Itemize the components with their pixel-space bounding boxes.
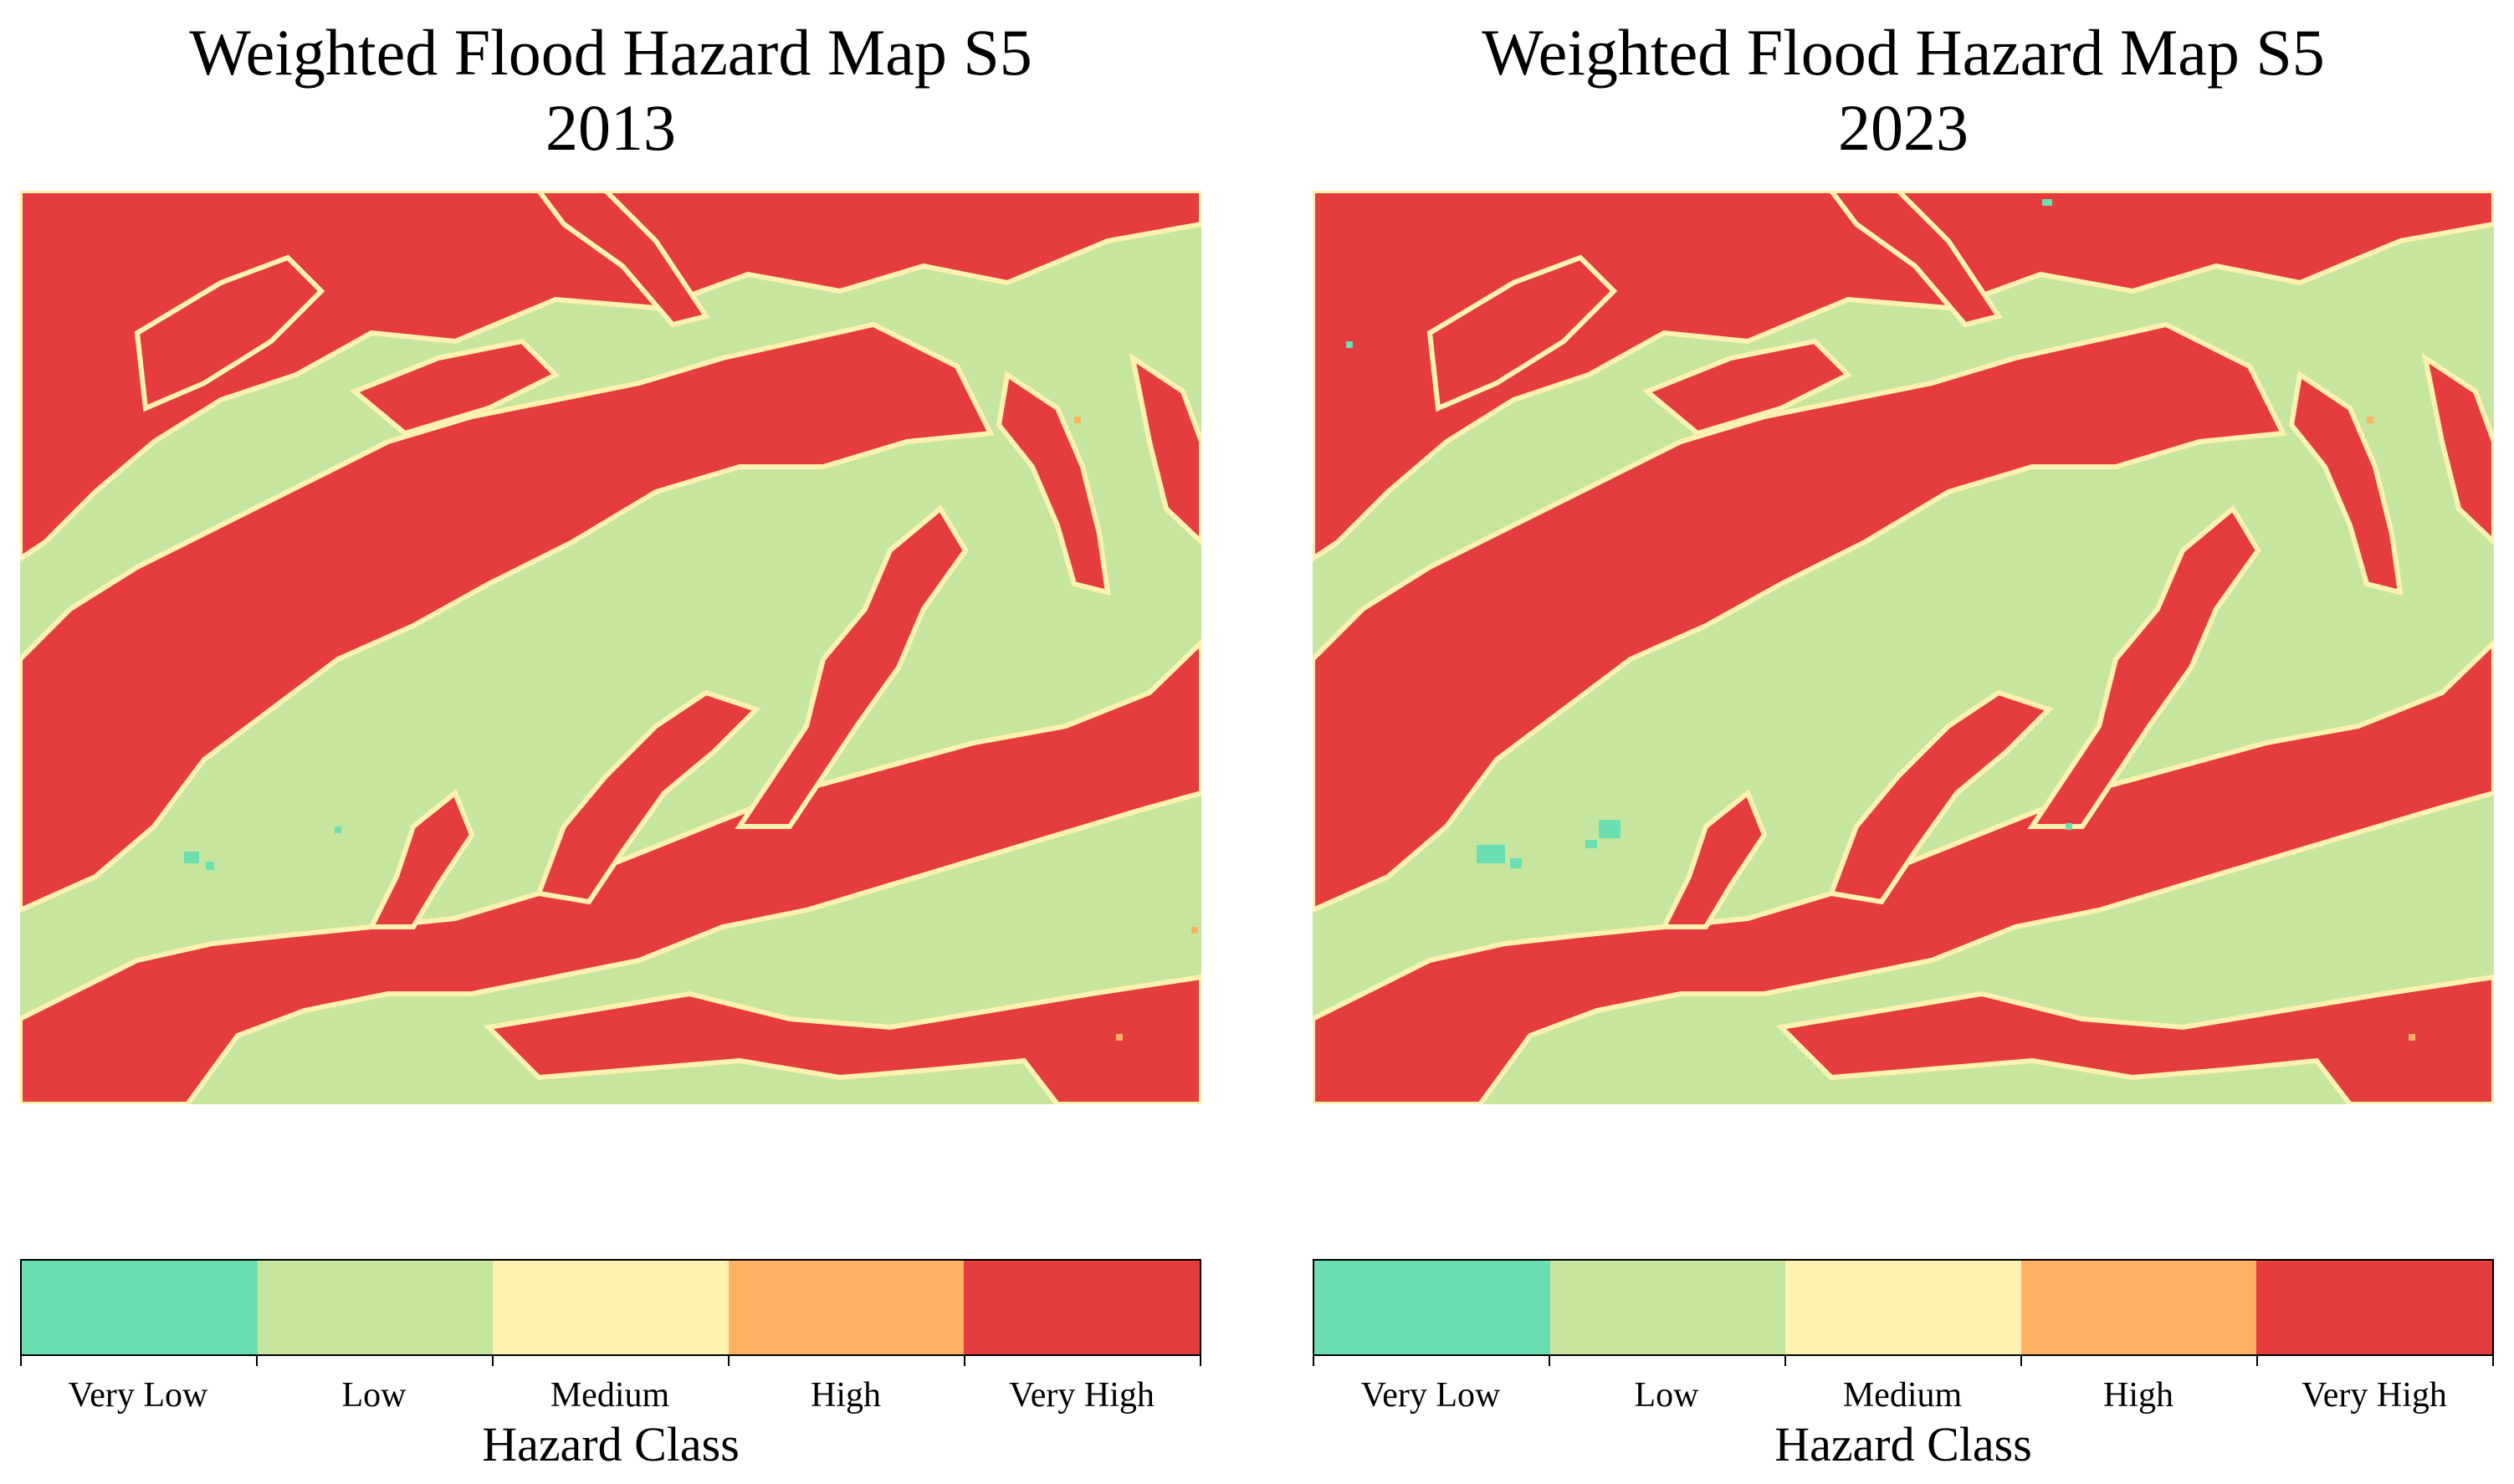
legend-title: Hazard Class: [1774, 1417, 2032, 1471]
hazard-map: [1313, 191, 2494, 1104]
colorbar: [1313, 1259, 2494, 1356]
class-label-very-low: Very Low: [1360, 1376, 1501, 1415]
map-panel-2023: Weighted Flood Hazard Map S5 2023: [1293, 0, 2514, 1484]
swatch-high: [728, 1261, 965, 1354]
tick: [1200, 1356, 1201, 1366]
swatch-low: [1549, 1261, 1786, 1354]
tick: [1784, 1356, 1786, 1366]
class-label-high: High: [811, 1376, 881, 1415]
tick: [1549, 1356, 1550, 1366]
tick: [964, 1356, 965, 1366]
tick: [20, 1356, 22, 1366]
class-label-medium: Medium: [550, 1376, 670, 1415]
hazard-map-graphic: [1313, 191, 2494, 1104]
map-title: Weighted Flood Hazard Map S5: [1482, 16, 2325, 89]
map-title: Weighted Flood Hazard Map S5: [189, 16, 1032, 89]
swatch-very-low: [22, 1261, 258, 1354]
class-label-very-high: Very High: [1009, 1376, 1155, 1415]
legend: Very Low Low Medium High Very High Hazar…: [20, 1259, 1201, 1471]
map-year: 2013: [545, 91, 676, 164]
class-label-very-low: Very Low: [68, 1376, 208, 1415]
swatch-high: [2020, 1261, 2257, 1354]
class-label-very-high: Very High: [2302, 1376, 2447, 1415]
class-label-medium: Medium: [1842, 1376, 1963, 1415]
swatch-very-low: [1314, 1261, 1550, 1354]
legend-title: Hazard Class: [482, 1417, 740, 1471]
class-label-low: Low: [1634, 1376, 1699, 1415]
swatch-medium: [493, 1261, 729, 1354]
map-year: 2023: [1838, 91, 1969, 164]
tick: [2020, 1356, 2022, 1366]
legend: Very Low Low Medium High Very High Hazar…: [1313, 1259, 2494, 1471]
swatch-low: [257, 1261, 494, 1354]
class-labels: Very Low Low Medium High Very High: [20, 1368, 1201, 1418]
colorbar-ticks: [20, 1356, 1201, 1368]
swatch-very-high: [2256, 1261, 2492, 1354]
tick: [492, 1356, 494, 1366]
colorbar: [20, 1259, 1201, 1356]
tick: [2492, 1356, 2494, 1366]
swatch-medium: [1785, 1261, 2021, 1354]
tick: [256, 1356, 258, 1366]
colorbar-ticks: [1313, 1356, 2494, 1368]
class-labels: Very Low Low Medium High Very High: [1313, 1368, 2494, 1418]
tick: [728, 1356, 730, 1366]
class-label-high: High: [2103, 1376, 2174, 1415]
class-label-low: Low: [341, 1376, 407, 1415]
tick: [2256, 1356, 2258, 1366]
tick: [1313, 1356, 1314, 1366]
swatch-very-high: [964, 1261, 1200, 1354]
hazard-map-graphic: [20, 191, 1201, 1104]
hazard-map: [20, 191, 1201, 1104]
map-panel-2013: Weighted Flood Hazard Map S5 2013: [0, 0, 1221, 1484]
